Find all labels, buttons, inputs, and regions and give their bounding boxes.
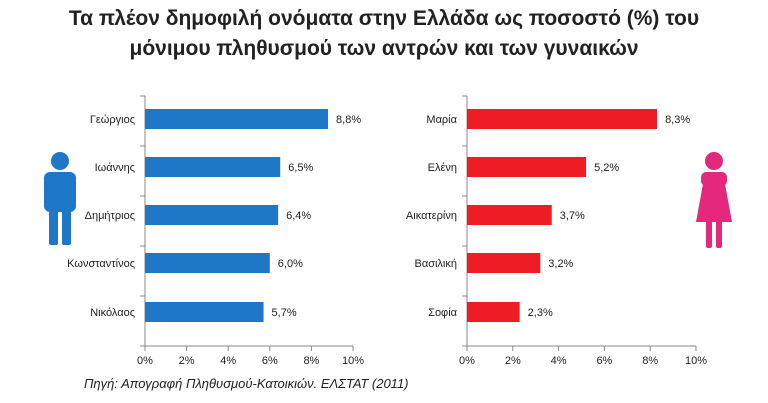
male-x-tick-label: 4%	[220, 355, 236, 367]
female-bar	[467, 253, 541, 273]
female-category-label: Μαρία	[426, 114, 457, 126]
female-value-label: 5,2%	[594, 162, 619, 174]
chart-title-line-2: μόνιμου πληθυσμού των αντρών και των γυν…	[129, 37, 639, 60]
male-person-icon	[44, 152, 76, 245]
chart-title-line-1: Τα πλέον δημοφιλή ονόματα στην Ελλάδα ως…	[68, 7, 700, 30]
male-x-tick-label: 2%	[179, 355, 195, 367]
male-category-label: Γεώργιος	[90, 114, 135, 126]
female-bar	[467, 302, 520, 322]
male-bar	[145, 157, 281, 177]
female-person-icon	[696, 152, 732, 248]
female-x-tick-label: 6%	[596, 355, 612, 367]
male-bar	[145, 109, 329, 129]
female-value-label: 2,3%	[528, 307, 553, 319]
male-value-label: 5,7%	[272, 307, 297, 319]
male-bar	[145, 302, 264, 322]
female-value-label: 3,2%	[548, 258, 573, 270]
female-category-label: Σοφία	[428, 307, 457, 319]
male-x-tick-label: 6%	[262, 355, 278, 367]
male-category-label: Δημήτριος	[85, 210, 135, 222]
male-x-tick-label: 0%	[137, 355, 153, 367]
female-value-label: 8,3%	[665, 114, 690, 126]
male-x-tick-label: 10%	[342, 355, 364, 367]
male-x-tick-label: 8%	[303, 355, 319, 367]
female-x-tick-label: 4%	[551, 355, 567, 367]
female-bar	[467, 157, 587, 177]
male-value-label: 6,0%	[278, 258, 303, 270]
male-category-label: Νικόλαος	[90, 307, 135, 319]
source-note: Πηγή: Απογραφή Πληθυσμού-Κατοικιών. ΕΛΣΤ…	[84, 376, 409, 391]
male-category-label: Κωνσταντίνος	[67, 258, 135, 270]
female-x-tick-label: 0%	[459, 355, 475, 367]
chart-title: Τα πλέον δημοφιλή ονόματα στην Ελλάδα ως…	[0, 4, 768, 64]
female-x-tick-label: 2%	[505, 355, 521, 367]
male-value-label: 6,5%	[288, 162, 313, 174]
female-x-tick-label: 10%	[685, 355, 707, 367]
female-category-label: Αικατερίνη	[406, 210, 457, 222]
male-names-chart: 0% 2% 4% 6% 8% 10% Γεώργιος 8,8% Ιωάννης 6,5% Δημή…	[67, 95, 364, 367]
male-bar	[145, 205, 279, 225]
male-value-label: 8,8%	[336, 114, 361, 126]
female-names-chart: 0% 2% 4% 6% 8% 10% Μαρία 8,3% Ελένη 5,2% Αικατερίν…	[406, 95, 707, 367]
female-bar	[467, 205, 552, 225]
male-value-label: 6,4%	[286, 210, 311, 222]
female-x-tick-label: 8%	[642, 355, 658, 367]
female-category-label: Ελένη	[428, 162, 457, 174]
female-category-label: Βασιλική	[415, 258, 458, 270]
female-bar	[467, 109, 658, 129]
male-category-label: Ιωάννης	[95, 162, 135, 174]
female-value-label: 3,7%	[560, 210, 585, 222]
male-bar	[145, 253, 270, 273]
